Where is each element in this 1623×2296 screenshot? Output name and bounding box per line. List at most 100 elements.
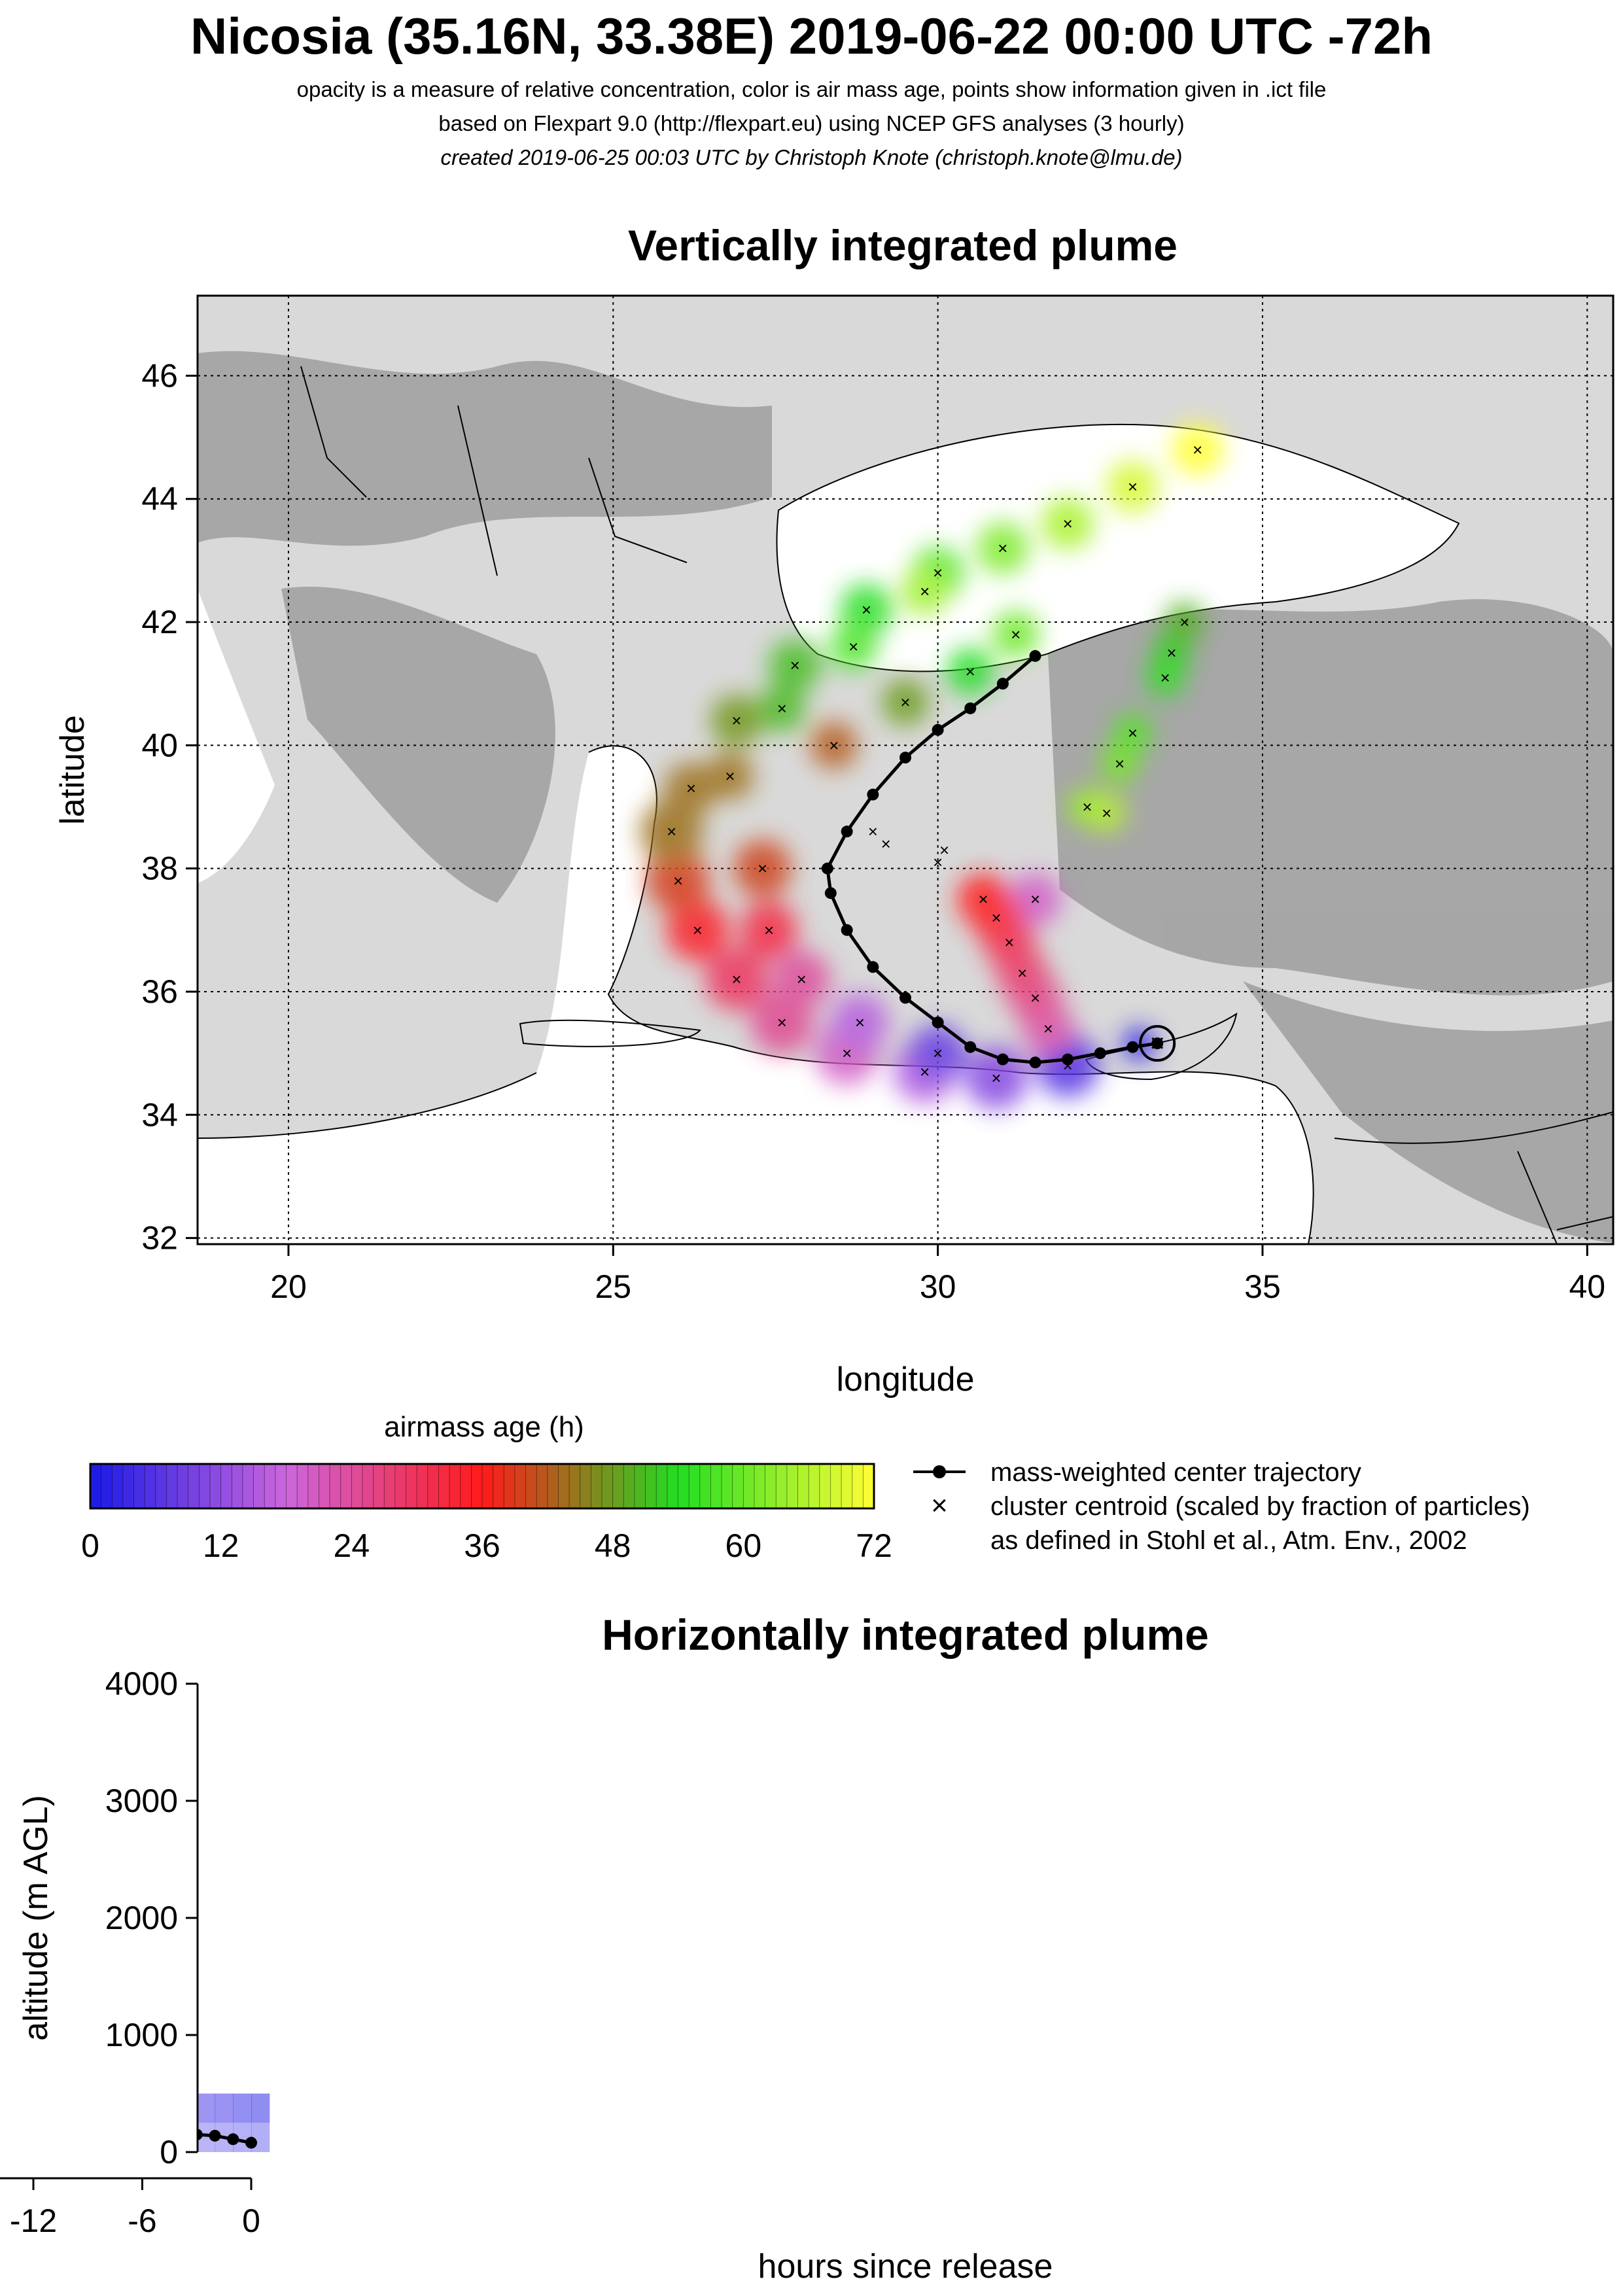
colorbar-cell xyxy=(264,1463,276,1509)
colorbar xyxy=(90,1463,875,1509)
colorbar-cell xyxy=(710,1463,722,1509)
colorbar-cell xyxy=(514,1463,527,1509)
map-plume-blob xyxy=(1171,423,1224,476)
colorbar-cell xyxy=(612,1463,625,1509)
map-cluster-centroid: × xyxy=(991,908,1001,928)
map-cluster-centroid: × xyxy=(1004,933,1014,952)
map-plume-blob xyxy=(810,722,858,769)
map-cluster-centroid: × xyxy=(1160,668,1170,687)
map-trajectory-point xyxy=(1029,650,1041,662)
map-plume-blob xyxy=(710,694,763,747)
colorbar-cell xyxy=(177,1463,189,1509)
map-plume-blob xyxy=(733,839,792,897)
map-cluster-centroid: × xyxy=(1166,643,1176,663)
map-cluster-centroid: × xyxy=(1128,477,1138,496)
map-cluster-centroid: × xyxy=(966,661,975,681)
colorbar-cell xyxy=(797,1463,810,1509)
altitude-plume-cell xyxy=(70,2094,88,2123)
colorbar-cell xyxy=(481,1463,494,1509)
map-cluster-centroid: × xyxy=(991,1068,1001,1088)
map-plume-blob xyxy=(957,873,1010,926)
altitude-x-tick-label: 0 xyxy=(242,2202,260,2239)
altitude-plume-cell xyxy=(143,2123,161,2152)
map-y-tick-label: 38 xyxy=(141,850,178,887)
map-cluster-centroid: × xyxy=(693,920,703,940)
map-plume-blob xyxy=(1009,873,1062,926)
colorbar-cell xyxy=(655,1463,668,1509)
map-plume-blob xyxy=(992,610,1039,658)
altitude-trajectory-point xyxy=(137,2129,148,2140)
map-y-tick-label: 34 xyxy=(141,1096,178,1133)
map-trajectory-point xyxy=(899,992,911,1004)
altitude-trajectory-point xyxy=(209,2129,221,2142)
map-cluster-centroid: × xyxy=(933,852,943,872)
colorbar-cell xyxy=(394,1463,407,1509)
map-trajectory-point xyxy=(841,924,853,936)
map-cluster-centroid: × xyxy=(1030,988,1040,1007)
colorbar-cell xyxy=(319,1463,330,1509)
map-plume-blob xyxy=(901,567,949,615)
colorbar-cell xyxy=(111,1463,124,1509)
altitude-trajectory-point xyxy=(198,2129,203,2141)
map-cluster-centroid: × xyxy=(933,563,943,583)
altitude-trajectory-point xyxy=(82,2099,94,2111)
map-plume-blob xyxy=(1041,497,1094,550)
colorbar-cell xyxy=(775,1463,788,1509)
map-trajectory-point xyxy=(1062,1053,1074,1066)
colorbar-cell xyxy=(742,1463,755,1509)
map-trajectory-point xyxy=(867,961,879,973)
subtitle-credit: created 2019-06-25 00:03 UTC by Christop… xyxy=(440,145,1183,169)
colorbar-cell xyxy=(678,1463,690,1509)
map-cluster-centroid: × xyxy=(1030,890,1040,909)
colorbar-cell xyxy=(101,1463,113,1509)
map-plume-blob xyxy=(1145,657,1185,697)
map-trajectory-point xyxy=(996,678,1009,690)
colorbar-cell xyxy=(841,1463,853,1509)
map-plume-blob xyxy=(829,623,877,670)
altitude-plume-cell xyxy=(179,2094,197,2123)
map-plume-blobs xyxy=(640,423,1224,1109)
map-cluster-centroid: × xyxy=(881,834,891,854)
colorbar-cell xyxy=(819,1463,831,1509)
colorbar-cell xyxy=(547,1463,559,1509)
map-cluster-centroid: × xyxy=(1102,803,1111,823)
map-x-label: longitude xyxy=(836,1361,974,1399)
release-circle xyxy=(1139,1025,1176,1062)
map-trajectory-point xyxy=(867,788,879,801)
colorbar-cell xyxy=(623,1463,635,1509)
colorbar-tick-labels: 0 12 24 36 48 60 72 xyxy=(81,1527,892,1564)
colorbar-cell xyxy=(634,1463,646,1509)
map-trajectory-point xyxy=(932,1017,944,1029)
altitude-trajectory-point xyxy=(46,2081,58,2093)
map-x-tick-label: 25 xyxy=(595,1268,631,1305)
map-plume-blob xyxy=(769,638,822,691)
colorbar-cell xyxy=(558,1463,570,1509)
colorbar-cell xyxy=(340,1463,353,1509)
map-cluster-centroid: × xyxy=(862,600,871,619)
map-cluster-centroid: × xyxy=(900,692,910,712)
altitude-trajectory-point xyxy=(118,2127,130,2139)
altitude-plume-cell xyxy=(88,2035,106,2094)
map-cluster-centroid: × xyxy=(758,859,767,878)
map-cluster-centroid: × xyxy=(1017,964,1027,983)
figure-title: Nicosia (35.16N, 33.38E) 2019-06-22 00:0… xyxy=(190,7,1433,65)
colorbar-cell xyxy=(601,1463,614,1509)
map-plume-blob xyxy=(909,1024,967,1083)
altitude-plume-cell xyxy=(179,2123,197,2152)
altitude-plume-cell xyxy=(15,2123,33,2152)
map-cluster-centroid: × xyxy=(1011,625,1021,644)
colorbar-cell xyxy=(166,1463,179,1509)
colorbar-cell xyxy=(90,1463,102,1509)
map-cluster-centroid: × xyxy=(855,1013,865,1032)
colorbar-cell xyxy=(852,1463,864,1509)
colorbar-cell xyxy=(536,1463,548,1509)
altitude-trajectory-point xyxy=(245,2136,257,2149)
map-y-axis: 32 34 36 38 40 42 44 46 xyxy=(141,357,198,1257)
map-cluster-centroid: × xyxy=(790,655,800,675)
colorbar-cell xyxy=(688,1463,701,1509)
map-cluster-centroid: × xyxy=(777,699,787,718)
altitude-plume-cell xyxy=(70,2035,88,2094)
altitude-plume-cell xyxy=(124,2123,143,2152)
altitude-plume-cell xyxy=(233,2093,252,2123)
colorbar-cell xyxy=(406,1463,418,1509)
